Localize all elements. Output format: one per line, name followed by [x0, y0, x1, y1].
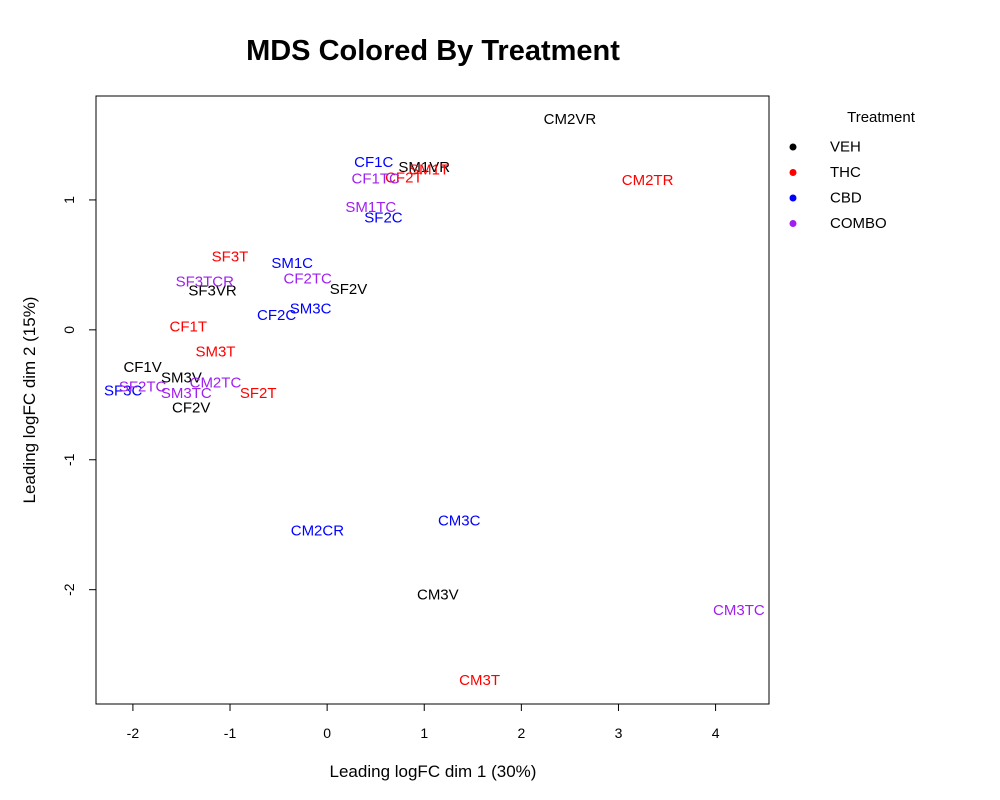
sample-label: SF3TCR: [176, 273, 235, 290]
sample-label: CF2T: [385, 169, 423, 186]
legend: Treatment VEH THC CBD COMBO: [789, 109, 916, 232]
sample-label: SM3V: [161, 369, 202, 386]
sample-label: SF2C: [364, 210, 403, 227]
legend-entry-label: THC: [830, 164, 861, 181]
sample-label: CM3T: [459, 672, 500, 689]
legend-marker: [789, 220, 797, 227]
sample-label: CF2V: [172, 399, 210, 416]
sample-label: CM2VR: [544, 111, 597, 128]
sample-label: CF2C: [257, 307, 296, 324]
x-axis-title: Leading logFC dim 1 (30%): [330, 762, 537, 781]
legend-entry-label: VEH: [830, 139, 861, 156]
legend-entry-label: CBD: [830, 190, 862, 207]
y-tick-label: -1: [61, 453, 77, 466]
sample-label: SM3C: [290, 301, 332, 318]
sample-label: SF2T: [240, 385, 277, 402]
sample-label: SM1VR: [398, 159, 450, 176]
legend-title: Treatment: [847, 109, 916, 126]
x-tick-label: -2: [127, 725, 140, 741]
sample-label: SM3T: [195, 343, 235, 360]
x-tick-label: 1: [420, 725, 428, 741]
sample-label: SF3C: [104, 382, 143, 399]
x-axis: -2 -1 0 1 2 3 4: [127, 704, 720, 741]
y-axis-title: Leading logFC dim 2 (15%): [20, 297, 39, 504]
sample-label: CF1T: [170, 319, 208, 336]
sample-label: CF1V: [123, 359, 161, 376]
sample-label: SF3T: [212, 249, 249, 266]
x-tick-label: 0: [323, 725, 331, 741]
y-tick-label: -2: [61, 583, 77, 596]
y-tick-label: 1: [61, 196, 77, 204]
legend-marker: [789, 194, 797, 202]
y-axis: -2 -1 0 1: [61, 196, 96, 596]
chart-title: MDS Colored By Treatment: [246, 35, 620, 67]
legend-marker: [789, 143, 797, 151]
sample-label: CM2TC: [190, 375, 242, 392]
x-tick-label: 2: [517, 725, 525, 741]
sample-label: SM1T: [409, 162, 449, 179]
sample-label: CM2CR: [291, 523, 345, 540]
sample-label: SM1TC: [345, 199, 396, 216]
x-tick-label: 4: [712, 725, 720, 741]
sample-label: SF2V: [330, 281, 368, 298]
legend-marker: [789, 169, 797, 176]
x-tick-label: 3: [615, 725, 623, 741]
sample-label: SF2TC: [119, 379, 167, 396]
sample-label: SM3TC: [161, 385, 212, 402]
sample-label: CM3TC: [713, 602, 765, 619]
sample-label: SF3VR: [188, 282, 237, 299]
sample-label: CF1TC: [352, 171, 401, 188]
legend-entry-label: COMBO: [830, 215, 887, 232]
sample-label: CM2TR: [622, 172, 674, 189]
x-tick-label: -1: [224, 725, 237, 741]
sample-label: CF1C: [354, 154, 393, 171]
sample-label: CM3C: [438, 512, 481, 529]
sample-label: SM1C: [271, 255, 313, 272]
sample-label: CF2TC: [284, 271, 333, 288]
plot-frame: [95, 95, 770, 705]
y-tick-label: 0: [61, 326, 77, 334]
sample-label: CM3V: [417, 586, 459, 603]
